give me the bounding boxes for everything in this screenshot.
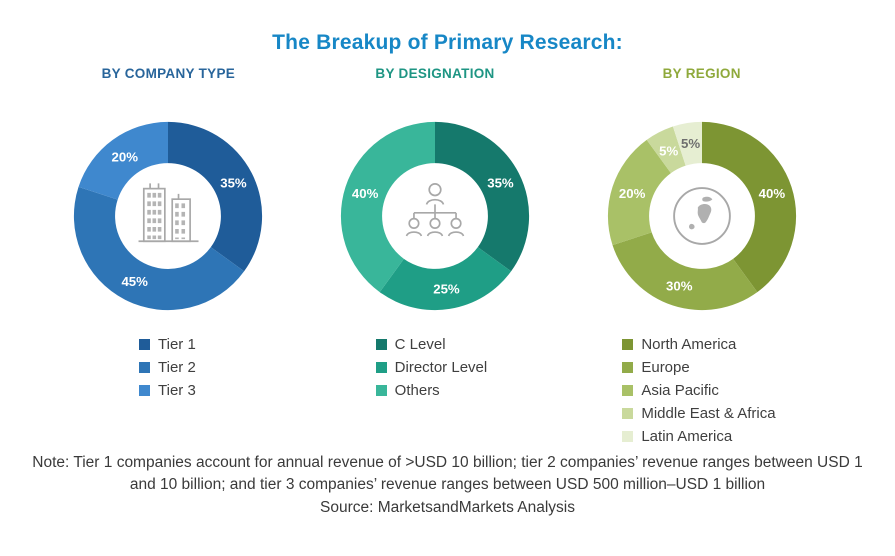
segment-percent-label-tier-2: 45% [122, 274, 149, 289]
source-text: Source: MarketsandMarkets Analysis [320, 499, 575, 516]
donut-designation: 35% 25% 40% [337, 118, 533, 314]
legend-label: Europe [641, 359, 690, 376]
legend-item-director-level: Director Level [375, 356, 569, 379]
legend-item-tier-1: Tier 1 [139, 333, 302, 356]
segment-percent-label-latin-america: 5% [681, 136, 700, 151]
legend-swatch [139, 385, 150, 396]
segment-percent-label-europe: 30% [666, 279, 693, 294]
chart-by-designation: BY DESIGNATION 35% 25% 40% [302, 66, 569, 448]
legend-swatch [622, 408, 634, 419]
legend-item-tier-3: Tier 3 [139, 379, 302, 402]
donut-segment-middle-east-africa [646, 126, 686, 174]
legend-label: North America [641, 336, 737, 353]
legend-region: North America Europe Asia Pacific Middle Ea… [568, 333, 835, 448]
donut-chart-company-type: 35% 45% 20% [74, 121, 263, 311]
segment-percent-label-tier-1: 35% [221, 175, 248, 190]
segment-percent-label-middle-east-africa: 5% [659, 143, 678, 158]
segment-percent-label-north-america: 40% [758, 186, 785, 201]
legend-swatch [622, 339, 634, 350]
legend-swatch [139, 362, 150, 373]
legend-label: Others [394, 382, 440, 399]
legend-label: Latin America [641, 428, 733, 445]
legend-item-europe: Europe [622, 356, 835, 379]
chart-heading-company-type: BY COMPANY TYPE [101, 66, 236, 81]
donut-segment-director-level [379, 247, 512, 311]
legend-item-others: Others [375, 379, 569, 402]
segment-percent-label-director-level: 25% [433, 281, 460, 296]
donut-segment-latin-america [672, 121, 702, 166]
figure-title: The Breakup of Primary Research: [272, 31, 623, 54]
donut-segment-others [340, 121, 435, 293]
donut-segment-tier-3 [78, 121, 169, 200]
segment-percent-label-tier-3: 20% [112, 149, 139, 164]
legend-item-latin-america: Latin America [622, 425, 835, 448]
figure-footer: Note: Tier 1 companies account for annua… [0, 452, 895, 519]
legend-label: Tier 2 [158, 359, 196, 376]
legend-item-north-america: North America [622, 333, 835, 356]
donut-region: 40% 30% 20% 5% 5% [604, 118, 800, 314]
note-text: Note: Tier 1 companies account for annua… [32, 454, 863, 493]
segment-percent-label-others: 40% [352, 186, 379, 201]
donut-segment-europe [612, 232, 757, 311]
segment-percent-label-c-level: 35% [487, 175, 514, 190]
charts-row: BY COMPANY TYPE 35% 45% 20% [35, 66, 835, 448]
legend-item-tier-2: Tier 2 [139, 356, 302, 379]
legend-label: Director Level [394, 359, 488, 376]
legend-label: Middle East & Africa [641, 405, 776, 422]
legend-designation: C Level Director Level Others [302, 333, 569, 402]
legend-label: C Level [394, 336, 446, 353]
chart-heading-designation: BY DESIGNATION [375, 66, 495, 81]
legend-swatch [375, 362, 387, 373]
legend-company-type: Tier 1 Tier 2 Tier 3 [35, 333, 302, 402]
legend-swatch [375, 385, 387, 396]
chart-by-region: BY REGION 40% 30% 20% 5% 5% North America Eur… [568, 66, 835, 448]
legend-swatch [622, 431, 634, 442]
legend-swatch [622, 362, 634, 373]
donut-segment-c-level [435, 121, 530, 272]
donut-segment-tier-2 [74, 186, 245, 311]
legend-swatch [622, 385, 634, 396]
chart-heading-region: BY REGION [662, 66, 741, 81]
donut-segment-asia-pacific [607, 139, 671, 246]
donut-segment-tier-1 [168, 121, 263, 272]
donut-chart-region: 40% 30% 20% 5% 5% [607, 121, 796, 311]
segment-percent-label-asia-pacific: 20% [619, 186, 646, 201]
donut-chart-designation: 35% 25% 40% [340, 121, 530, 311]
legend-item-middle-east-africa: Middle East & Africa [622, 402, 835, 425]
donut-company-type: 35% 45% 20% [70, 118, 266, 314]
legend-label: Asia Pacific [641, 382, 719, 399]
legend-item-asia-pacific: Asia Pacific [622, 379, 835, 402]
legend-swatch [139, 339, 150, 350]
legend-swatch [375, 339, 387, 350]
legend-label: Tier 1 [158, 336, 196, 353]
legend-item-c-level: C Level [375, 333, 569, 356]
legend-label: Tier 3 [158, 382, 196, 399]
donut-segment-north-america [701, 121, 796, 293]
chart-by-company-type: BY COMPANY TYPE 35% 45% 20% [35, 66, 302, 448]
